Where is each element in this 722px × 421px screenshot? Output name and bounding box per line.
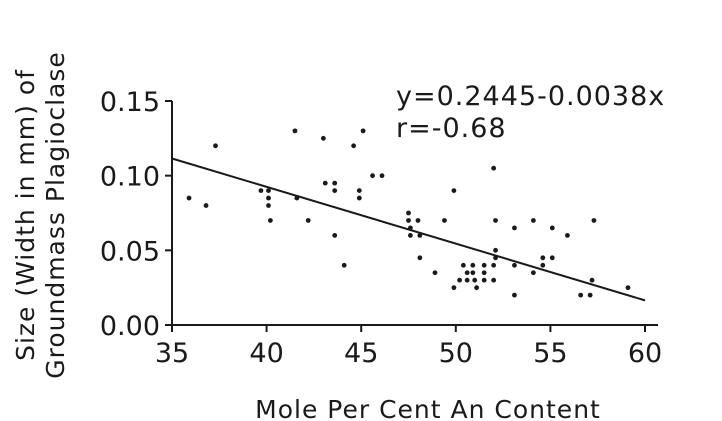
data-point (549, 225, 555, 231)
x-tick-label: 45 (344, 338, 378, 369)
data-point (470, 270, 476, 276)
data-point (540, 262, 546, 268)
data-point (360, 128, 366, 134)
data-point (481, 277, 487, 283)
data-point (491, 262, 497, 268)
data-point (415, 218, 421, 223)
data-point (266, 188, 271, 194)
y-axis-title-line-1: Size (Width in mm) of (11, 69, 40, 361)
data-point (493, 255, 498, 261)
data-point (512, 292, 517, 298)
data-point (351, 143, 357, 149)
data-point (407, 233, 413, 238)
data-point (341, 262, 347, 268)
data-point (356, 188, 362, 194)
data-point (203, 203, 209, 208)
data-point (406, 218, 411, 223)
data-point (451, 285, 457, 291)
data-point (406, 210, 411, 216)
data-point (512, 225, 517, 231)
data-point (470, 262, 476, 268)
regression-equation: y=0.2445-0.0038x (396, 81, 665, 112)
data-point (464, 270, 470, 276)
data-point (370, 173, 375, 179)
data-point (587, 292, 593, 298)
data-point (530, 218, 536, 223)
data-point (464, 277, 470, 283)
data-point (417, 233, 423, 238)
y-ticks: 0.00 0.05 0.10 0.15 (100, 87, 172, 342)
y-axis-title-line-2: Groundmass Plagioclase (41, 51, 70, 379)
data-point (292, 128, 298, 134)
data-point (266, 195, 271, 201)
data-point (491, 165, 497, 171)
data-point (320, 135, 326, 141)
data-point (356, 195, 362, 201)
correlation-coefficient: r=-0.68 (396, 113, 507, 144)
data-point (266, 203, 271, 208)
data-point (186, 195, 192, 201)
data-point (332, 233, 338, 238)
data-point (540, 255, 546, 261)
data-point (493, 218, 498, 223)
data-point (213, 143, 218, 149)
data-point (481, 262, 487, 268)
data-point (417, 255, 423, 261)
x-tick-label: 50 (439, 338, 473, 369)
y-tick-label: 0.05 (100, 236, 160, 267)
x-tick-label: 35 (155, 338, 189, 369)
regression-line (171, 157, 646, 302)
data-point (625, 285, 631, 291)
data-point (460, 262, 466, 268)
data-point (294, 195, 300, 201)
data-point (432, 270, 438, 276)
data-point (267, 218, 273, 223)
data-point (493, 247, 498, 253)
data-point (322, 180, 328, 186)
data-points (186, 128, 631, 298)
data-point (451, 188, 457, 194)
data-point (258, 188, 264, 194)
data-point (565, 233, 570, 238)
data-point (481, 270, 487, 276)
data-point (407, 225, 413, 231)
y-tick-label: 0.15 (100, 87, 160, 118)
data-point (457, 277, 462, 283)
data-point (491, 277, 497, 283)
data-point (512, 262, 517, 268)
data-point (578, 292, 584, 298)
data-point (472, 277, 478, 283)
data-point (305, 218, 311, 223)
y-tick-label: 0.00 (100, 311, 160, 342)
data-point (332, 180, 338, 186)
x-axis-title: Mole Per Cent An Content (255, 395, 601, 421)
x-tick-label: 60 (628, 338, 662, 369)
x-ticks: 35 40 45 50 55 60 (155, 325, 662, 369)
data-point (442, 218, 447, 223)
data-point (591, 218, 597, 223)
y-tick-label: 0.10 (100, 162, 160, 193)
data-point (549, 255, 555, 261)
data-point (589, 277, 595, 283)
data-point (474, 285, 480, 291)
x-tick-label: 55 (533, 338, 567, 369)
data-point (379, 173, 385, 179)
data-point (530, 270, 536, 276)
x-tick-label: 40 (249, 338, 283, 369)
data-point (332, 188, 338, 194)
